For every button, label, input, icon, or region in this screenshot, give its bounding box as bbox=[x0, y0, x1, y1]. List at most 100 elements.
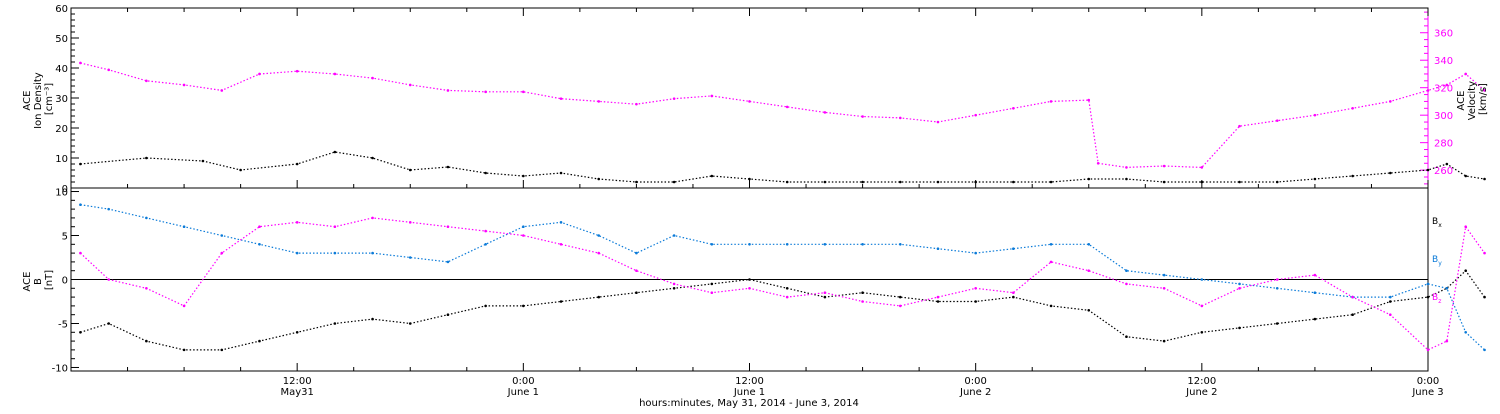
velocity-axis-ticks: 260 280 300 320 340 360 bbox=[1420, 8, 1453, 188]
series-bz-point bbox=[861, 300, 864, 303]
series-ion-density-point bbox=[635, 180, 638, 184]
series-bz-point bbox=[898, 304, 902, 308]
series-bz-point bbox=[710, 291, 714, 294]
series-velocity-point bbox=[1162, 164, 1166, 168]
series-ion-density-point bbox=[785, 180, 789, 184]
series-ion-density-point bbox=[672, 180, 676, 184]
density-tick-label: 60 bbox=[55, 4, 68, 15]
series-velocity-point bbox=[371, 76, 374, 80]
series-by-point bbox=[295, 251, 299, 255]
series-by-point bbox=[1049, 243, 1053, 246]
series-by-point bbox=[1275, 286, 1279, 290]
series-ion-density bbox=[79, 150, 1486, 184]
velocity-label-line-1: ACE bbox=[1456, 91, 1467, 111]
series-bz-point bbox=[1389, 313, 1392, 316]
series-ion-density-point bbox=[333, 150, 337, 154]
series-bz-point bbox=[1426, 348, 1430, 352]
series-velocity-point bbox=[635, 102, 638, 106]
series-velocity-point bbox=[1313, 113, 1317, 117]
series-ion-density-point bbox=[239, 168, 242, 172]
series-ion-density-trace bbox=[80, 151, 1485, 183]
series-by-point bbox=[1012, 247, 1015, 251]
b-tick-label: -10 bbox=[52, 363, 68, 374]
series-by-point bbox=[220, 234, 224, 237]
series-by-point bbox=[559, 221, 563, 224]
series-velocity-point bbox=[522, 90, 525, 94]
series-by-point bbox=[1238, 282, 1241, 286]
series-bz-point bbox=[635, 269, 638, 273]
series-bx-point bbox=[446, 313, 450, 316]
series-velocity-trace bbox=[80, 62, 1485, 169]
series-velocity-point bbox=[823, 111, 827, 114]
series-velocity-point bbox=[1012, 107, 1015, 110]
series-bx-point bbox=[861, 291, 864, 294]
series-bx-point bbox=[371, 317, 374, 321]
series-by-point bbox=[333, 251, 337, 255]
series-ion-density-point bbox=[145, 156, 148, 160]
series-bz-point bbox=[785, 295, 789, 299]
plasma-series bbox=[79, 61, 1486, 184]
series-velocity-point bbox=[1426, 89, 1430, 92]
series-bx-point bbox=[258, 339, 261, 343]
b-axis-label: ACE B [nT] bbox=[22, 268, 55, 291]
date-tick-label: June 2 bbox=[959, 387, 991, 398]
series-ion-density-point bbox=[1351, 174, 1354, 178]
series-by-point bbox=[1426, 282, 1430, 286]
legend-bz: Bz bbox=[1432, 293, 1441, 305]
series-velocity-point bbox=[1049, 100, 1053, 103]
velocity-axis-label: ACE Velocity [km/s] bbox=[1456, 78, 1489, 120]
velocity-label-line-3: [km/s] bbox=[1478, 83, 1489, 115]
series-velocity-point bbox=[1200, 166, 1204, 169]
series-ion-density-point bbox=[1389, 171, 1392, 175]
series-ion-density-point bbox=[295, 162, 299, 166]
plasma-panel-frame bbox=[70, 7, 1429, 189]
series-ion-density-point bbox=[823, 180, 827, 184]
series-bz-point bbox=[1049, 260, 1053, 264]
series-bz-point bbox=[974, 286, 977, 290]
series-bx-point bbox=[79, 330, 82, 334]
time-tick-label: 12:00 bbox=[1187, 376, 1216, 387]
series-by-point bbox=[974, 251, 977, 255]
b-label-line-1: ACE bbox=[22, 272, 33, 292]
series-ion-density-point bbox=[710, 174, 714, 178]
series-ion-density-point bbox=[1445, 162, 1449, 166]
series-velocity-point bbox=[785, 105, 789, 109]
series-bx-point bbox=[107, 322, 110, 325]
density-tick-label: 20 bbox=[55, 124, 68, 135]
density-tick-label: 50 bbox=[55, 34, 68, 45]
date-tick-label: May31 bbox=[280, 387, 313, 398]
series-ion-density-point bbox=[936, 180, 940, 184]
series-bx-point bbox=[295, 330, 299, 334]
series-bz bbox=[79, 216, 1486, 352]
series-bz-point bbox=[145, 286, 148, 290]
series-bx-point bbox=[1275, 322, 1279, 325]
series-bz-point bbox=[1483, 251, 1486, 255]
series-by-point bbox=[408, 256, 412, 259]
series-bz-point bbox=[597, 251, 601, 255]
series-bx-point bbox=[974, 300, 977, 303]
series-bx-point bbox=[484, 304, 487, 308]
series-ion-density-point bbox=[408, 168, 412, 172]
series-ion-density-point bbox=[1238, 180, 1241, 184]
series-velocity-point bbox=[1125, 166, 1128, 169]
velocity-tick-label: 360 bbox=[1434, 29, 1453, 40]
series-by-point bbox=[446, 260, 450, 264]
series-ion-density-point bbox=[898, 180, 902, 184]
series-bx-point bbox=[1351, 313, 1354, 316]
series-ion-density-point bbox=[371, 156, 374, 160]
imf-panel: -10 -5 0 5 10 ACE B [nT] Bx By Bz bbox=[22, 187, 1486, 374]
series-ion-density-point bbox=[748, 177, 751, 181]
series-bx-point bbox=[1313, 317, 1317, 321]
series-velocity-point bbox=[748, 100, 751, 103]
series-bz-point bbox=[559, 243, 563, 246]
series-bz-point bbox=[295, 221, 299, 224]
series-bx-point bbox=[408, 322, 412, 325]
series-bx-point bbox=[1125, 335, 1128, 338]
series-velocity-point bbox=[1445, 83, 1449, 87]
density-label-line-2: Ion Density bbox=[33, 72, 44, 129]
series-by-point bbox=[1087, 243, 1091, 246]
series-by-point bbox=[898, 243, 902, 246]
series-bx-point bbox=[1389, 300, 1392, 303]
